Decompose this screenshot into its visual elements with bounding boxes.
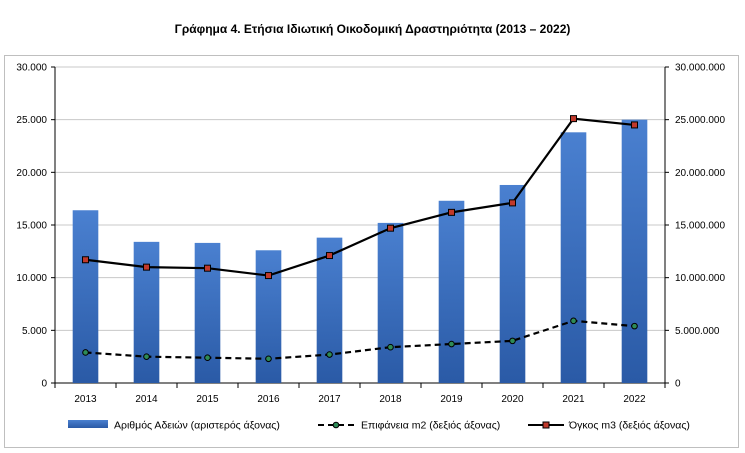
bar-2017: [316, 237, 343, 383]
legend-swatch-bars: [68, 420, 108, 428]
point-2-2021: [570, 115, 577, 123]
legend-label-area: Επιφάνεια m2 (δεξιός άξονας): [361, 420, 500, 432]
bar-2014: [133, 241, 160, 383]
x-tick-label-2013: 2013: [74, 394, 97, 405]
point-2-2018: [387, 224, 394, 232]
x-tick-label-2021: 2021: [562, 394, 585, 405]
point-2-2015: [204, 264, 211, 272]
legend-marker-volume: [542, 421, 550, 429]
point-1-2014: [143, 353, 150, 360]
chart-title: Γράφημα 4. Ετήσια Ιδιωτική Οικοδομική Δρ…: [174, 22, 571, 36]
bar-2016: [255, 250, 282, 383]
x-tick-label-2019: 2019: [440, 394, 463, 405]
left-axis-tick-label: 15.000: [16, 221, 47, 232]
point-1-2022: [631, 322, 638, 330]
bar-2018: [377, 222, 404, 383]
left-axis-tick-label: 30.000: [16, 63, 47, 74]
point-2-2017: [326, 252, 333, 260]
bar-2015: [194, 242, 221, 383]
point-1-2013: [82, 349, 89, 356]
right-axis-tick-label: 0: [675, 379, 681, 390]
bar-2022: [621, 119, 648, 384]
point-1-2016: [265, 355, 272, 363]
right-axis-tick-label: 5.000.000: [675, 326, 720, 337]
bar-2021: [560, 132, 587, 383]
point-1-2020: [509, 337, 516, 345]
x-tick-label-2017: 2017: [318, 394, 341, 405]
series-line-2: [85, 117, 635, 277]
right-axis-tick-label: 20.000.000: [675, 168, 725, 179]
left-axis-tick-label: 25.000: [16, 115, 47, 126]
legend-label-bars: Αριθμός Αδειών (αριστερός άξονας): [114, 420, 280, 432]
point-2-2022: [631, 121, 638, 129]
left-axis-tick-label: 10.000: [16, 273, 47, 284]
legend-marker-area: [332, 421, 340, 429]
x-tick-label-2020: 2020: [501, 394, 524, 405]
right-axis-tick-label: 10.000.000: [675, 273, 725, 284]
right-axis-tick-label: 15.000.000: [675, 221, 725, 232]
bar-2020: [499, 184, 526, 383]
point-2-2016: [265, 272, 272, 280]
x-tick-label-2015: 2015: [196, 394, 219, 405]
point-1-2018: [387, 343, 394, 351]
left-axis-tick-label: 20.000: [16, 168, 47, 179]
left-axis-tick-label: 5.000: [22, 326, 47, 337]
right-axis-tick-label: 25.000.000: [675, 115, 725, 126]
point-2-2014: [143, 263, 150, 271]
series-line-1: [85, 319, 635, 360]
legend-label-volume: Όγκος m3 (δεξιός άξονας): [568, 420, 690, 432]
x-tick-label-2016: 2016: [257, 394, 280, 405]
point-2-2019: [448, 208, 455, 216]
point-2-2013: [82, 256, 89, 264]
chart-frame: [4, 55, 739, 448]
x-tick-label-2014: 2014: [135, 394, 158, 405]
point-1-2017: [326, 351, 333, 358]
left-axis-tick-label: 0: [41, 379, 47, 390]
bar-2019: [438, 200, 465, 383]
x-tick-label-2018: 2018: [379, 394, 402, 405]
right-axis-tick-label: 30.000.000: [675, 63, 725, 74]
bar-2013: [72, 210, 99, 383]
point-1-2015: [204, 354, 211, 362]
point-1-2019: [448, 340, 455, 348]
x-tick-label-2022: 2022: [623, 394, 646, 405]
point-2-2020: [509, 199, 516, 207]
point-1-2021: [570, 317, 577, 325]
